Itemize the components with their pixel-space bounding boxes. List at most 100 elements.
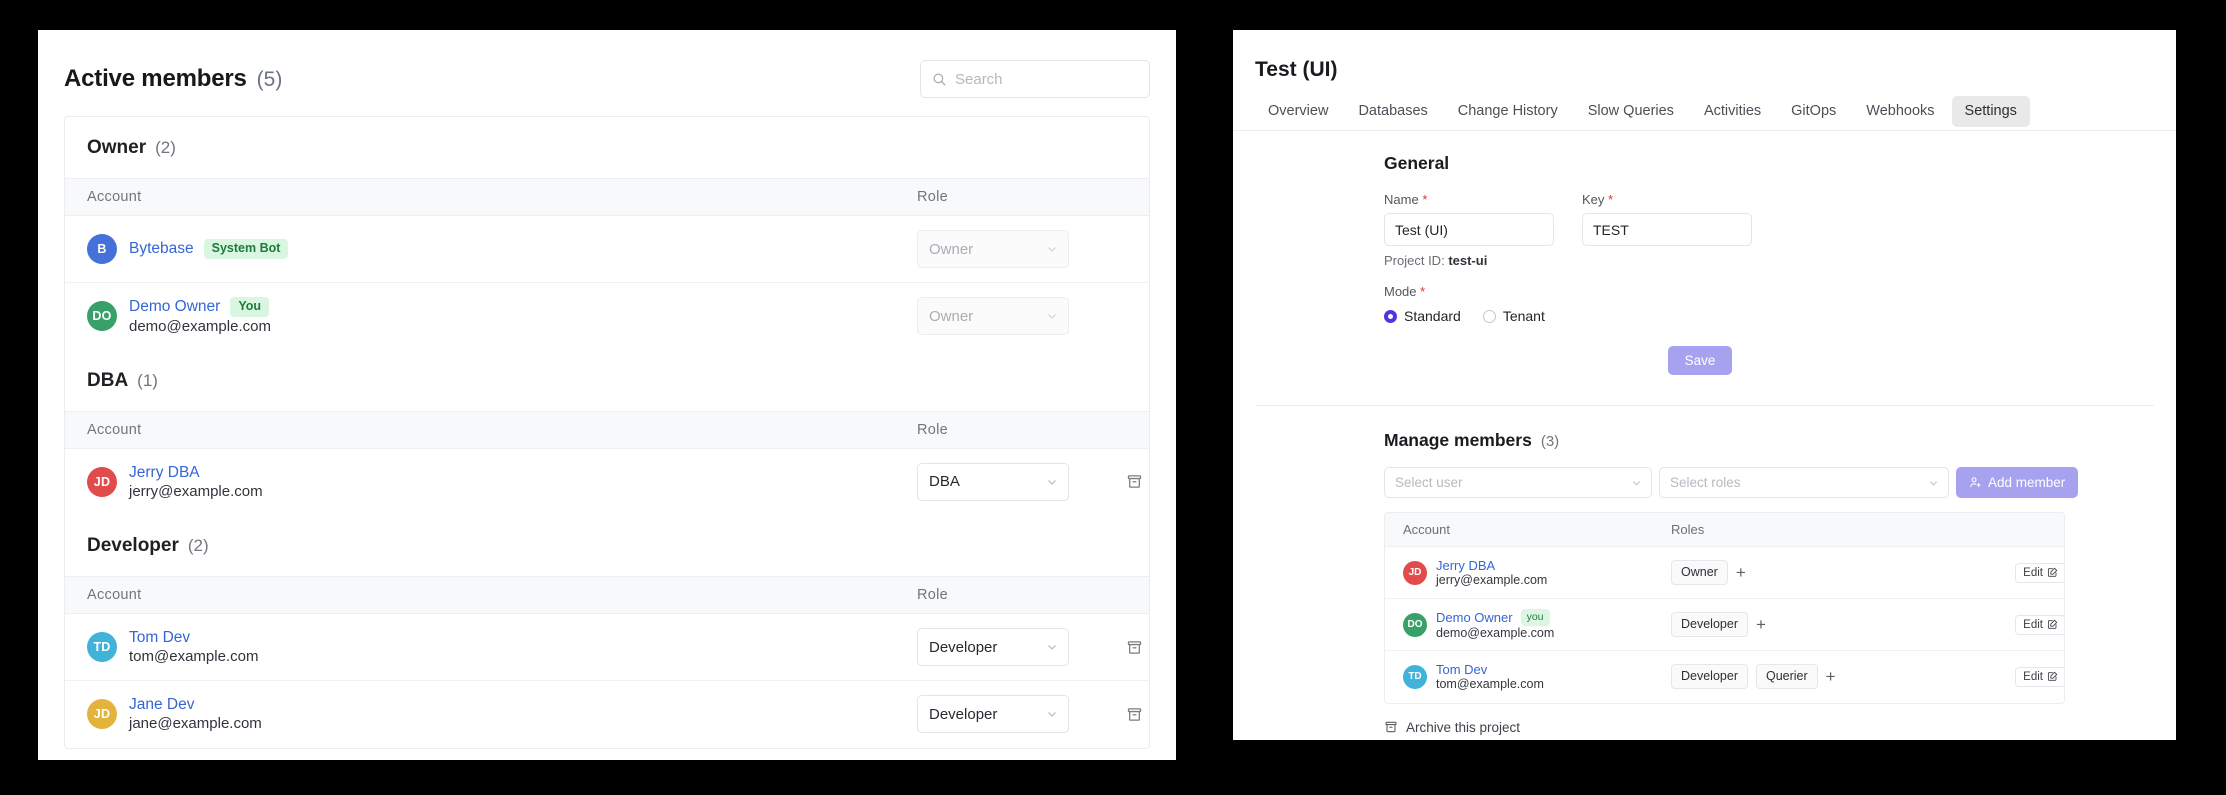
group-count: (2) [155, 138, 176, 157]
key-label: Key * [1582, 192, 1614, 207]
account-cell: JD Jane Dev jane@example.com [87, 696, 905, 732]
member-name[interactable]: Bytebase [129, 240, 194, 257]
select-user-placeholder: Select user [1395, 475, 1463, 490]
plus-icon[interactable]: + [1735, 563, 1746, 582]
mode-radio-group: Standard Tenant [1384, 308, 2176, 324]
role-select-value: Owner [929, 307, 974, 325]
edit-member-button[interactable]: Edit [2015, 614, 2064, 635]
tab-settings[interactable]: Settings [1951, 96, 2030, 127]
project-name-input[interactable] [1384, 213, 1554, 246]
member-name[interactable]: Demo Owner [129, 298, 221, 316]
member-name[interactable]: Tom Dev [1436, 662, 1488, 678]
status-badge: you [1520, 609, 1550, 626]
roles-cell: Developer Querier + [1671, 664, 1971, 690]
project-id-label: Project ID: [1384, 253, 1445, 268]
group-title: Developer (2) [65, 515, 1149, 576]
pencil-square-icon [2047, 619, 2058, 630]
group-name: Developer [87, 535, 179, 556]
column-header-role: Role [905, 410, 1105, 449]
role-select[interactable]: DBA [917, 462, 1069, 501]
plus-icon[interactable]: + [1825, 667, 1836, 687]
manage-members-section: Manage members (3) Select user Select ro… [1233, 430, 2176, 735]
table-header-row: Account Role [65, 178, 1149, 216]
table-header-row: Account Role [65, 576, 1149, 614]
role-select[interactable]: Developer [917, 628, 1069, 666]
chevron-down-icon [1046, 476, 1058, 488]
tab-gitops[interactable]: GitOps [1791, 103, 1837, 119]
save-button[interactable]: Save [1667, 346, 1733, 375]
member-name[interactable]: Tom Dev [129, 629, 191, 646]
member-email: tom@example.com [1436, 677, 1544, 692]
pencil-square-icon [2047, 567, 2058, 578]
role-select: Owner [917, 297, 1069, 336]
archive-project-link[interactable]: Archive this project [1384, 720, 2176, 735]
role-select-value: DBA [929, 473, 960, 491]
role-chip[interactable]: Developer [1671, 664, 1748, 690]
mode-label: Mode * [1384, 284, 1426, 299]
avatar: TD [1403, 664, 1427, 689]
tab-change-history[interactable]: Change History [1457, 103, 1558, 119]
select-roles-dropdown[interactable]: Select roles [1659, 467, 1949, 498]
plus-icon[interactable]: + [1755, 615, 1766, 634]
role-chip[interactable]: Owner [1671, 560, 1728, 585]
search-box[interactable] [920, 60, 1150, 98]
mode-radio-standard[interactable]: Standard [1384, 308, 1461, 324]
pencil-square-icon [2047, 671, 2058, 682]
manage-members-controls: Select user Select roles [1384, 467, 2176, 498]
member-email: jane@example.com [129, 715, 262, 733]
archive-box-icon[interactable] [1123, 636, 1145, 658]
manage-members-card: Account Roles JD Jerry DBA jerry@example.c… [1384, 512, 2065, 704]
tab-slow-queries[interactable]: Slow Queries [1587, 103, 1674, 119]
tab-activities[interactable]: Activities [1703, 103, 1762, 119]
general-heading: General [1384, 153, 1450, 173]
group-count: (1) [137, 370, 158, 390]
account-cell: DO Demo Owner you demo@example.com [1403, 609, 1653, 640]
account-cell: TD Tom Dev tom@example.com [87, 629, 905, 665]
table-row: DO Demo Owner You demo@example.com Owner [65, 283, 1149, 350]
tab-overview[interactable]: Overview [1268, 103, 1329, 119]
role-chip[interactable]: Developer [1671, 612, 1748, 637]
edit-member-button[interactable]: Edit [2015, 562, 2064, 583]
manage-members-table: Account Roles JD Jerry DBA jerry@example.c… [1385, 513, 2064, 703]
manage-members-count: (3) [1540, 433, 1560, 450]
manage-members-title: Manage members (3) [1384, 430, 2176, 451]
add-member-label: Add member [1988, 475, 2066, 490]
archive-box-icon[interactable] [1123, 471, 1145, 493]
member-name[interactable]: Demo Owner [1436, 610, 1513, 625]
tab-databases[interactable]: Databases [1358, 103, 1428, 119]
name-field-group: Name * Project ID: test-ui [1384, 192, 1554, 268]
role-select-value: Developer [929, 638, 998, 656]
avatar: DO [1403, 612, 1427, 637]
manage-members-heading: Manage members [1384, 430, 1532, 450]
role-select[interactable]: Developer [917, 695, 1069, 734]
member-group-owner: Owner (2) Account Role B Bytebase System Bot Ow… [65, 117, 1149, 350]
search-input[interactable] [955, 70, 1125, 88]
select-user-dropdown[interactable]: Select user [1384, 467, 1652, 498]
member-email: jerry@example.com [129, 482, 263, 500]
table-row: B Bytebase System Bot Owner [65, 215, 1149, 283]
project-id-row: Project ID: test-ui [1384, 253, 1554, 268]
member-name[interactable]: Jerry DBA [129, 463, 200, 481]
role-select-value: Owner [929, 240, 974, 258]
role-chip[interactable]: Querier [1755, 664, 1818, 690]
project-id-value: test-ui [1448, 253, 1488, 268]
project-title: Test (UI) [1255, 58, 1338, 81]
page-title: Active members (5) [64, 65, 282, 93]
mode-radio-label: Standard [1404, 308, 1461, 324]
add-member-button[interactable]: Add member [1956, 467, 2079, 498]
member-name[interactable]: Jerry DBA [1436, 558, 1496, 573]
section-divider [1255, 405, 2154, 406]
column-header-role: Role [905, 576, 1105, 614]
table-row: TD Tom Dev tom@example.com Developer Querier… [1385, 651, 2064, 703]
edit-member-button[interactable]: Edit [2015, 666, 2064, 687]
member-name[interactable]: Jane Dev [129, 696, 195, 714]
table-row: DO Demo Owner you demo@example.com Developer… [1385, 598, 2064, 651]
avatar: B [87, 234, 117, 264]
edit-label: Edit [2023, 670, 2043, 683]
column-header-roles: Roles [1653, 513, 1971, 547]
project-key-input[interactable] [1582, 213, 1752, 246]
archive-box-icon[interactable] [1123, 703, 1145, 725]
member-group-developer: Developer (2) Account Role TD Tom Dev tom@exam… [65, 515, 1149, 748]
mode-radio-tenant[interactable]: Tenant [1482, 308, 1545, 324]
tab-webhooks[interactable]: Webhooks [1866, 103, 1935, 119]
